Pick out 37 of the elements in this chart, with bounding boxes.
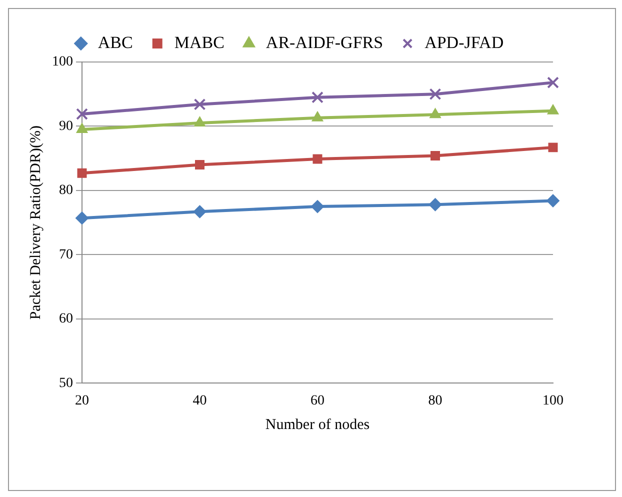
- legend-label: MABC: [174, 32, 224, 52]
- legend-label: ABC: [98, 32, 133, 52]
- legend-label: APD-JFAD: [424, 32, 504, 52]
- point: [76, 108, 88, 120]
- y-tick-label: 70: [59, 247, 73, 262]
- point: [547, 104, 559, 114]
- point: [546, 194, 560, 208]
- point: [312, 154, 322, 164]
- y-tick-label: 50: [59, 376, 73, 391]
- point: [195, 160, 204, 170]
- point: [430, 108, 441, 118]
- point: [194, 116, 206, 127]
- x-axis-title: Number of nodes: [265, 416, 370, 433]
- point: [311, 200, 324, 214]
- point: [76, 212, 88, 225]
- point: [548, 142, 558, 152]
- x-tick-label: 20: [75, 393, 89, 408]
- legend-label: AR-AIDF-GFRS: [266, 32, 384, 52]
- y-tick-label: 90: [59, 118, 73, 134]
- point: [429, 88, 442, 100]
- y-tick-label: 80: [59, 183, 73, 198]
- y-tick-label: 60: [59, 312, 73, 327]
- x-tick-label: 40: [192, 393, 207, 408]
- point: [312, 111, 324, 122]
- point: [193, 205, 206, 218]
- x-tick-label: 80: [428, 393, 442, 408]
- point: [312, 91, 324, 104]
- y-axis-title: Packet Delivery Ratio(PDR)(%): [28, 126, 44, 320]
- point: [428, 198, 442, 212]
- point: [77, 168, 87, 178]
- point: [430, 151, 440, 161]
- y-tick-label: 100: [52, 54, 73, 70]
- x-tick-label: 100: [542, 393, 564, 408]
- point: [194, 98, 206, 110]
- point: [76, 122, 88, 133]
- x-tick-label: 60: [310, 393, 324, 408]
- point: [547, 76, 559, 89]
